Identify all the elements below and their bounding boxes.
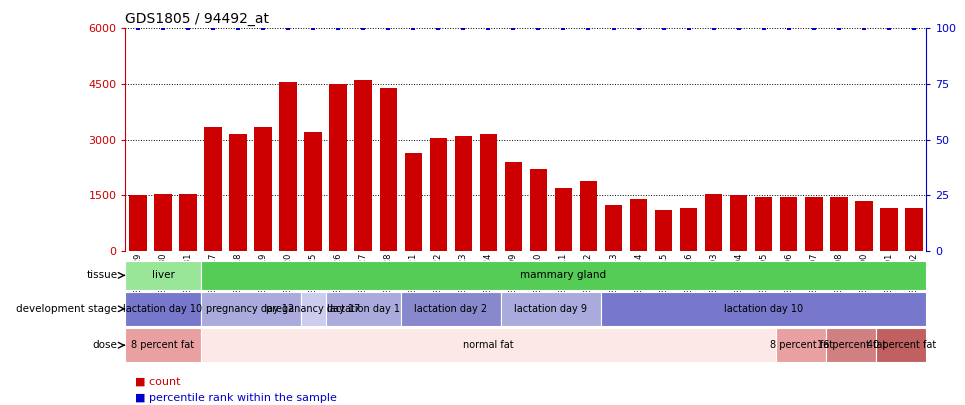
Text: 8 percent fat: 8 percent fat xyxy=(131,340,195,350)
Point xyxy=(481,25,496,32)
Point xyxy=(430,25,446,32)
Point xyxy=(355,25,371,32)
Point xyxy=(506,25,521,32)
Bar xyxy=(530,169,547,251)
Text: 40 percent fat: 40 percent fat xyxy=(867,340,936,350)
Text: 16 percent fat: 16 percent fat xyxy=(816,340,886,350)
Point xyxy=(330,25,345,32)
Bar xyxy=(780,197,797,251)
Bar xyxy=(201,292,301,326)
Bar xyxy=(201,328,776,362)
Point xyxy=(731,25,746,32)
Bar xyxy=(505,162,522,251)
Bar xyxy=(630,199,648,251)
Bar xyxy=(304,132,322,251)
Point xyxy=(881,25,896,32)
Bar xyxy=(125,292,201,326)
Point xyxy=(231,25,246,32)
Text: lactation day 10: lactation day 10 xyxy=(724,304,803,314)
Bar xyxy=(354,80,372,251)
Text: dose: dose xyxy=(93,340,118,350)
Bar xyxy=(601,292,926,326)
Bar xyxy=(400,292,501,326)
Bar xyxy=(179,194,197,251)
Point xyxy=(556,25,571,32)
Bar xyxy=(876,328,926,362)
Bar xyxy=(805,197,822,251)
Point xyxy=(206,25,221,32)
Point xyxy=(581,25,596,32)
Bar xyxy=(730,196,748,251)
Bar xyxy=(880,209,897,251)
Bar xyxy=(379,88,397,251)
Bar xyxy=(826,328,876,362)
Bar xyxy=(125,261,201,290)
Bar xyxy=(230,134,247,251)
Point xyxy=(631,25,647,32)
Text: ■ percentile rank within the sample: ■ percentile rank within the sample xyxy=(135,393,337,403)
Bar xyxy=(455,136,472,251)
Bar xyxy=(480,134,497,251)
Text: development stage: development stage xyxy=(16,304,118,314)
Text: 8 percent fat: 8 percent fat xyxy=(770,340,833,350)
Bar xyxy=(280,82,297,251)
Bar xyxy=(905,209,923,251)
Point xyxy=(256,25,271,32)
Point xyxy=(681,25,697,32)
Point xyxy=(606,25,621,32)
Point xyxy=(455,25,471,32)
Bar xyxy=(301,292,325,326)
Text: ■ count: ■ count xyxy=(135,377,180,387)
Bar xyxy=(704,194,723,251)
Point xyxy=(706,25,722,32)
Text: pregnancy day 12: pregnancy day 12 xyxy=(207,304,294,314)
Text: lactation day 2: lactation day 2 xyxy=(414,304,487,314)
Bar xyxy=(855,201,872,251)
Point xyxy=(130,25,146,32)
Bar xyxy=(205,127,222,251)
Bar xyxy=(755,197,772,251)
Point xyxy=(831,25,846,32)
Text: lactation day 1: lactation day 1 xyxy=(327,304,400,314)
Bar xyxy=(776,328,826,362)
Bar xyxy=(605,205,622,251)
Text: mammary gland: mammary gland xyxy=(520,271,607,280)
Bar xyxy=(429,138,447,251)
Bar xyxy=(154,194,172,251)
Bar xyxy=(329,84,347,251)
Text: lactation day 9: lactation day 9 xyxy=(514,304,588,314)
Text: GDS1805 / 94492_at: GDS1805 / 94492_at xyxy=(125,12,269,26)
Bar xyxy=(555,188,572,251)
Bar xyxy=(325,292,400,326)
Point xyxy=(656,25,672,32)
Bar xyxy=(125,328,201,362)
Bar xyxy=(129,196,147,251)
Text: preganancy day 17: preganancy day 17 xyxy=(266,304,360,314)
Bar xyxy=(580,181,597,251)
Point xyxy=(906,25,922,32)
Bar xyxy=(680,209,698,251)
Point xyxy=(806,25,821,32)
Text: normal fat: normal fat xyxy=(463,340,513,350)
Bar xyxy=(501,292,601,326)
Point xyxy=(405,25,421,32)
Bar xyxy=(404,153,422,251)
Point xyxy=(180,25,196,32)
Point xyxy=(531,25,546,32)
Bar xyxy=(255,127,272,251)
Point xyxy=(380,25,396,32)
Bar xyxy=(655,210,673,251)
Point xyxy=(856,25,871,32)
Text: tissue: tissue xyxy=(86,271,118,280)
Point xyxy=(306,25,321,32)
Bar xyxy=(830,197,847,251)
Point xyxy=(781,25,796,32)
Text: liver: liver xyxy=(152,271,175,280)
Point xyxy=(281,25,296,32)
Point xyxy=(756,25,771,32)
Point xyxy=(155,25,171,32)
Text: lactation day 10: lactation day 10 xyxy=(124,304,203,314)
